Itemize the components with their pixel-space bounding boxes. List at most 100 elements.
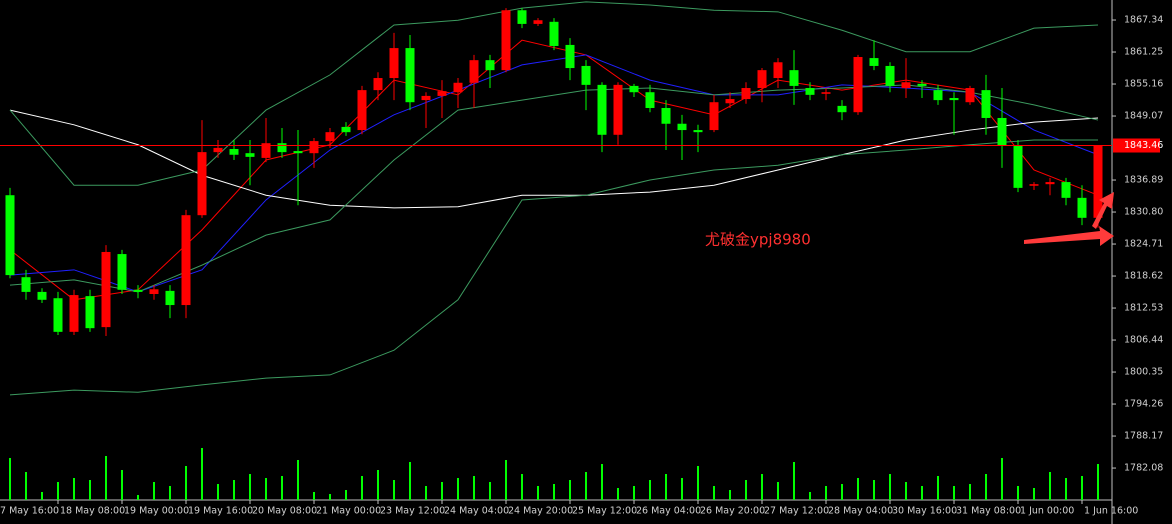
candle-body — [821, 92, 831, 94]
indicator-line — [9, 84, 1099, 293]
candle-body — [757, 70, 767, 89]
candle-body — [581, 65, 591, 85]
candle-body — [741, 88, 751, 100]
x-tick-label: 26 May 04:00 — [636, 506, 701, 517]
candle-body — [149, 289, 159, 295]
candle-body — [597, 84, 607, 135]
x-tick-label: 1 Jun 16:00 — [1084, 506, 1138, 517]
x-tick-label: 20 May 08:00 — [252, 506, 317, 517]
y-tick-label: 1788.17 — [1124, 431, 1163, 442]
candle-body — [645, 92, 655, 108]
candle-body — [1061, 182, 1071, 198]
candle-body — [389, 48, 399, 79]
candle-body — [805, 88, 815, 95]
y-tick-label: 1782.08 — [1124, 463, 1163, 474]
candle-body — [165, 290, 175, 306]
candle-body — [485, 60, 495, 71]
y-tick-label: 1824.71 — [1124, 239, 1163, 250]
candle-body — [1029, 184, 1039, 186]
watermark: 尤破金ypj8980 — [705, 231, 811, 249]
candle-body — [181, 215, 191, 306]
indicator-line — [9, 1, 1099, 186]
candle-body — [789, 70, 799, 86]
candle-body — [901, 82, 911, 89]
y-tick-label: 1861.25 — [1124, 47, 1163, 58]
candle-body — [1077, 197, 1087, 218]
candle-body — [21, 277, 31, 292]
candle-body — [213, 147, 223, 153]
x-tick-label: 18 May 08:00 — [60, 506, 125, 517]
indicator-line — [9, 139, 1098, 396]
x-tick-label: 25 May 12:00 — [572, 506, 637, 517]
candle-body — [293, 151, 303, 154]
candle-body — [37, 291, 47, 300]
x-tick-label: 26 May 20:00 — [700, 506, 765, 517]
candle-body — [949, 98, 959, 101]
x-tick-label: 7 May 16:00 — [0, 506, 59, 517]
x-tick-label: 19 May 16:00 — [188, 506, 253, 517]
x-tick-label: 24 May 20:00 — [508, 506, 573, 517]
candle-body — [773, 62, 783, 79]
candle-body — [101, 251, 111, 328]
y-tick-label: 1836.89 — [1124, 175, 1163, 186]
candle-body — [405, 48, 415, 103]
y-tick-label: 1867.34 — [1124, 15, 1163, 26]
x-tick-label: 30 May 16:00 — [892, 506, 957, 517]
candle-body — [357, 90, 367, 131]
candle-body — [997, 117, 1007, 146]
candle-body — [613, 84, 623, 135]
candle-body — [709, 102, 719, 131]
y-tick-label: 1794.26 — [1124, 399, 1163, 410]
y-tick-label: 1812.53 — [1124, 303, 1163, 314]
x-tick-label: 24 May 04:00 — [444, 506, 509, 517]
indicator-line — [9, 54, 1099, 293]
candle-body — [517, 10, 527, 24]
candle-body — [853, 57, 863, 113]
candle-body — [533, 20, 543, 24]
arrow — [1092, 192, 1114, 229]
candle-body — [869, 58, 879, 66]
candle-body — [53, 298, 63, 332]
candle-body — [325, 132, 335, 142]
candle-body — [5, 195, 15, 276]
candle-body — [469, 60, 479, 83]
candle-body — [965, 88, 975, 103]
y-tick-label: 1818.62 — [1124, 271, 1163, 282]
x-tick-label: 23 May 12:00 — [380, 506, 445, 517]
candle-body — [693, 130, 703, 133]
candle-body — [661, 107, 671, 124]
current-price-label: 1843.46 — [1124, 140, 1163, 151]
candle-body — [197, 152, 207, 216]
y-tick-label: 1855.16 — [1124, 79, 1163, 90]
candle-body — [677, 123, 687, 131]
candle-body — [501, 10, 511, 71]
x-tick-label: 1 Jun 00:00 — [1020, 506, 1074, 517]
candle-body — [885, 65, 895, 86]
x-tick-label: 19 May 00:00 — [124, 506, 189, 517]
candle-body — [245, 153, 255, 157]
y-tick-label: 1849.07 — [1124, 111, 1163, 122]
candle-body — [373, 78, 383, 91]
candle-body — [837, 105, 847, 113]
candle-body — [917, 83, 927, 86]
candle-body — [549, 21, 559, 46]
y-tick-label: 1830.80 — [1124, 207, 1163, 218]
candle-body — [117, 254, 127, 290]
candle-body — [437, 91, 447, 96]
candle-body — [277, 143, 287, 153]
candle-body — [565, 44, 575, 69]
y-tick-label: 1806.44 — [1124, 335, 1163, 346]
candle-body — [229, 148, 239, 155]
x-tick-label: 27 May 12:00 — [764, 506, 829, 517]
current-price-box — [1113, 138, 1160, 153]
x-tick-label: 21 May 00:00 — [316, 506, 381, 517]
x-tick-label: 31 May 08:00 — [956, 506, 1021, 517]
candle-body — [629, 85, 639, 93]
candle-body — [309, 141, 319, 154]
candle-body — [85, 296, 95, 329]
candle-body — [1045, 182, 1055, 185]
candle-body — [725, 99, 735, 104]
indicator-line — [9, 109, 1099, 209]
